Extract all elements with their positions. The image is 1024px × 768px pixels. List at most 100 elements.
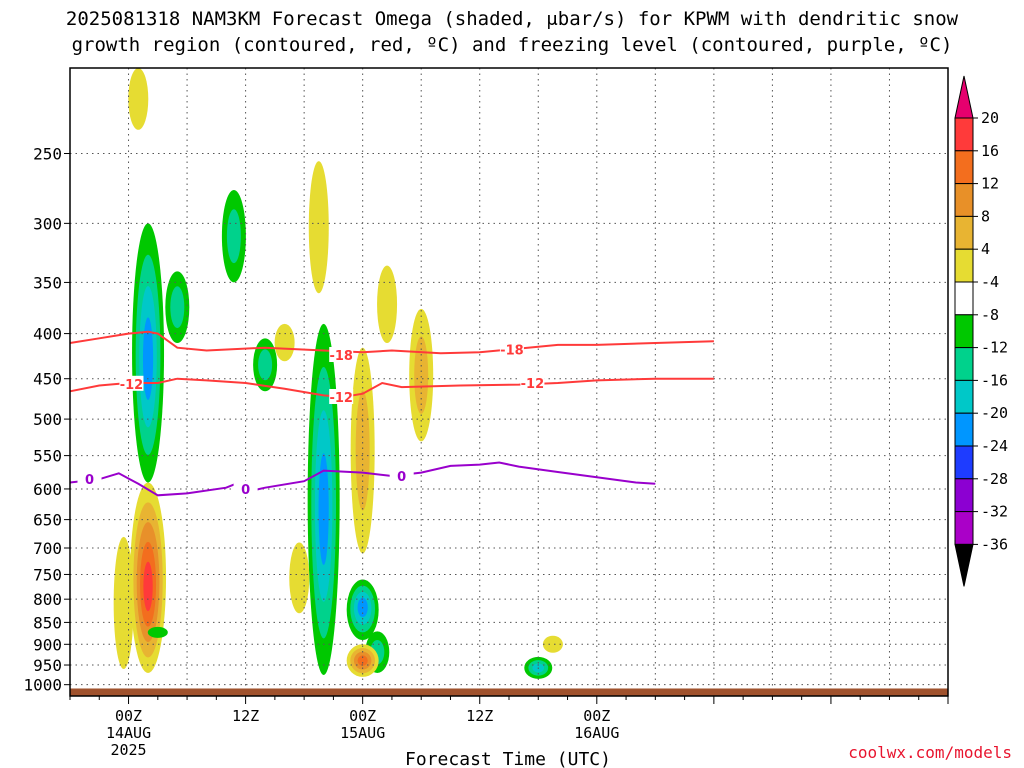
contour-label-6: 0 xyxy=(241,483,250,498)
colorbar-cell-3 xyxy=(954,215,974,250)
y-tick-label-800: 800 xyxy=(33,590,62,609)
omega-shading xyxy=(113,68,563,679)
colorbar-cell-7 xyxy=(954,347,974,381)
contour-freezing_level-0 xyxy=(69,461,656,497)
x-tick-label-24-0: 00Z xyxy=(349,707,376,725)
colorbar-cell-2 xyxy=(954,183,974,217)
contour-label-0: -18 xyxy=(329,349,353,364)
y-tick-label-250: 250 xyxy=(33,144,62,163)
omega-region-13-level-3 xyxy=(357,655,368,666)
colorbar-cell-11 xyxy=(954,478,974,513)
colorbar-label-11: -28 xyxy=(981,470,1008,488)
y-tick-label-400: 400 xyxy=(33,325,62,344)
contour-label-bg-4 xyxy=(520,374,545,390)
y-tick-label-350: 350 xyxy=(33,273,62,292)
colorbar-label-5: -4 xyxy=(981,273,999,291)
colorbar-cell-4 xyxy=(954,248,974,283)
credit-link[interactable]: coolwx.com/models xyxy=(848,743,1012,762)
contour-label-bg-2 xyxy=(119,375,144,391)
plot-frame xyxy=(69,67,949,697)
colorbar: 20 16 12 8 4 -4 -8 -12 -16 -20 -24 -28 -32 -36 xyxy=(954,75,1008,587)
contour-label-bg-3 xyxy=(329,389,354,405)
x-tick-label-48-0: 00Z xyxy=(583,707,610,725)
omega-region-4-level-0 xyxy=(308,161,329,294)
omega-region-9-level-1 xyxy=(414,336,429,414)
y-axis-ticks: 250 300 350 400 450 500 550 600 650 700 750 800 850 9… xyxy=(23,144,70,695)
y-tick-label-600: 600 xyxy=(33,480,62,499)
colorbar-cell-10 xyxy=(954,445,974,480)
omega-region-2-level-1 xyxy=(226,209,241,264)
x-tick-label-0-2: 2025 xyxy=(110,741,146,759)
y-tick-label-450: 450 xyxy=(33,370,62,389)
x-tick-label-48-1: 16AUG xyxy=(574,724,619,742)
contour-lines: -18 -18 -12 -12 -12 0 0 0 xyxy=(69,330,714,498)
contour-label-bg-5 xyxy=(77,471,102,487)
contour-label-bg-6 xyxy=(233,480,258,496)
x-tick-label-12-0: 12Z xyxy=(232,707,259,725)
contour-label-bg-0 xyxy=(329,347,354,363)
colorbar-label-8: -16 xyxy=(981,371,1008,389)
chart-title-line-1: 2025081318 NAM3KM Forecast Omega (shaded… xyxy=(66,8,959,30)
omega-region-19-level-0 xyxy=(542,635,563,653)
contour-label-3: -12 xyxy=(329,391,353,406)
colorbar-label-0: 20 xyxy=(981,109,999,127)
colorbar-label-6: -8 xyxy=(981,306,999,324)
colorbar-bottom-arrow xyxy=(954,543,974,587)
colorbar-label-12: -32 xyxy=(981,503,1008,521)
contour-dgz--12 xyxy=(69,377,714,399)
contour-label-5: 0 xyxy=(85,473,94,488)
contour-label-4: -12 xyxy=(521,377,545,392)
colorbar-label-10: -24 xyxy=(981,437,1008,455)
y-tick-label-650: 650 xyxy=(33,511,62,530)
x-tick-label-0-0: 00Z xyxy=(115,707,142,725)
omega-region-16-level-0 xyxy=(147,626,168,638)
contour-label-bg-1 xyxy=(499,341,524,357)
y-tick-label-750: 750 xyxy=(33,565,62,584)
chart-title-line-2: growth region (contoured, red, ºC) and f… xyxy=(72,34,953,56)
colorbar-label-13: -36 xyxy=(981,535,1008,553)
omega-region-3-level-1 xyxy=(258,349,273,381)
contour-label-2: -12 xyxy=(120,378,144,393)
y-tick-label-500: 500 xyxy=(33,410,62,429)
colorbar-cell-12 xyxy=(954,511,974,545)
omega-region-6-level-3 xyxy=(318,453,329,565)
colorbar-cell-0 xyxy=(954,117,974,152)
colorbar-cell-6 xyxy=(954,314,974,349)
x-tick-label-0-1: 14AUG xyxy=(106,724,151,742)
omega-region-7-level-1 xyxy=(355,390,370,511)
omega-region-17-level-0 xyxy=(128,68,149,130)
omega-region-0-level-3 xyxy=(142,317,154,400)
omega-region-5-level-0 xyxy=(274,323,295,362)
y-tick-label-1000: 1000 xyxy=(23,676,62,695)
colorbar-cell-1 xyxy=(954,150,974,185)
y-tick-label-850: 850 xyxy=(33,613,62,632)
omega-region-1-level-1 xyxy=(170,286,185,329)
terrain-fill xyxy=(70,688,948,696)
omega-region-8-level-0 xyxy=(377,265,398,344)
colorbar-label-1: 16 xyxy=(981,142,999,160)
colorbar-label-2: 12 xyxy=(981,175,999,193)
colorbar-label-4: 4 xyxy=(981,240,990,258)
y-tick-label-300: 300 xyxy=(33,214,62,233)
contour-label-1: -18 xyxy=(500,344,524,359)
x-tick-label-36-0: 12Z xyxy=(466,707,493,725)
contour-label-7: 0 xyxy=(397,470,406,485)
omega-region-15-level-0 xyxy=(113,536,134,670)
colorbar-cell-9 xyxy=(954,412,974,447)
colorbar-cell-5 xyxy=(954,281,974,316)
y-tick-label-900: 900 xyxy=(33,635,62,654)
colorbar-cell-8 xyxy=(954,379,974,414)
x-tick-label-24-1: 15AUG xyxy=(340,724,385,742)
colorbar-label-7: -12 xyxy=(981,339,1008,357)
y-tick-label-700: 700 xyxy=(33,539,62,558)
contour-label-bg-7 xyxy=(389,467,414,483)
omega-region-10-level-0 xyxy=(289,542,310,614)
y-tick-label-550: 550 xyxy=(33,447,62,466)
omega-region-14-level-4 xyxy=(143,561,153,612)
grid-lines xyxy=(69,68,948,696)
y-tick-label-950: 950 xyxy=(33,656,62,675)
colorbar-top-arrow xyxy=(954,75,974,119)
colorbar-label-3: 8 xyxy=(981,207,990,225)
colorbar-label-9: -20 xyxy=(981,404,1008,422)
